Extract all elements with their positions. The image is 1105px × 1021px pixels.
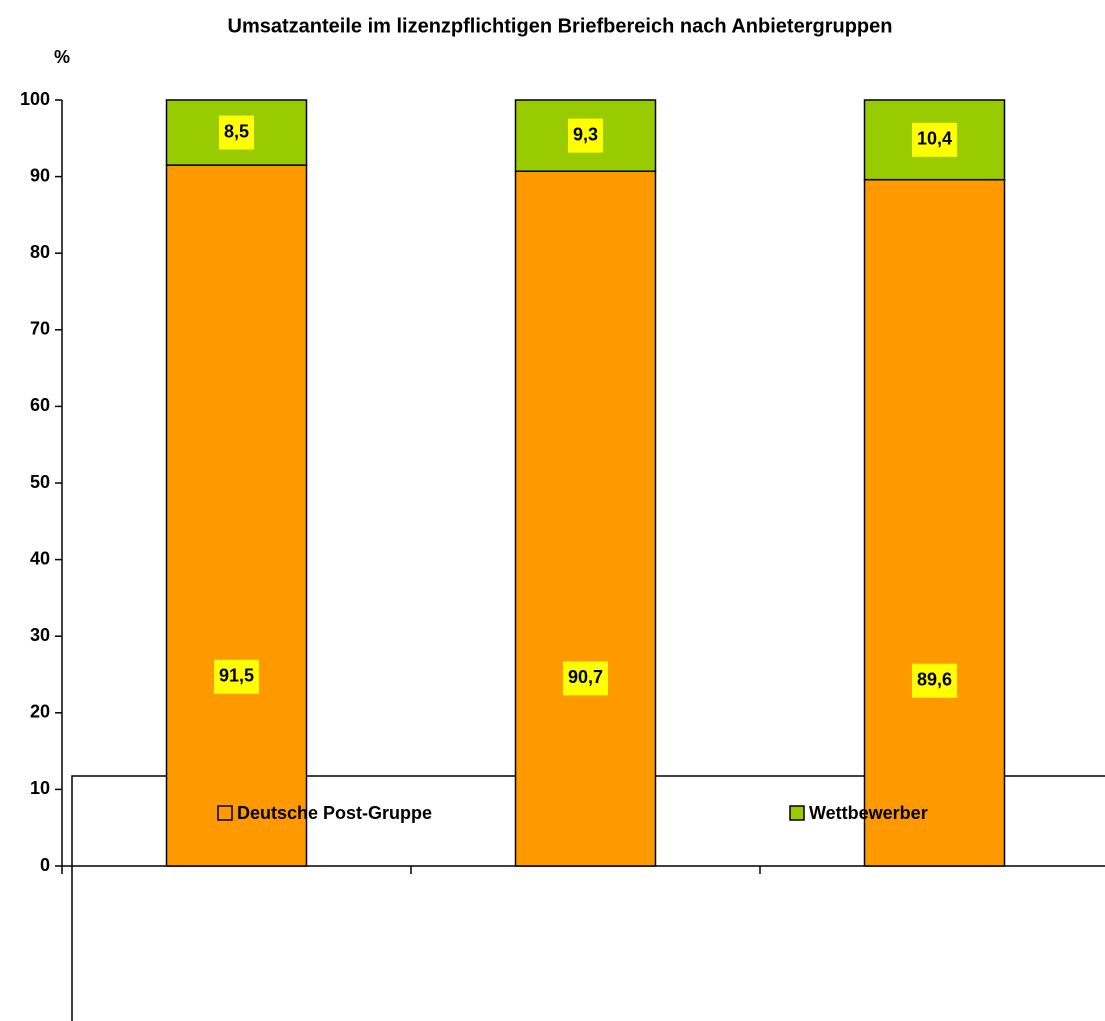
bar-segment <box>863 178 1006 867</box>
value-label: 8,5 <box>224 121 249 141</box>
value-label-bg <box>567 118 604 153</box>
value-label: 9,3 <box>573 124 598 144</box>
y-tick-label: 90 <box>30 165 50 185</box>
legend-label: Wettbewerber <box>809 803 928 823</box>
y-tick-label: 0 <box>40 855 50 875</box>
legend-swatch <box>217 805 233 821</box>
value-label-bg <box>562 661 609 696</box>
value-label-bg <box>218 115 255 150</box>
value-label: 89,6 <box>917 669 952 689</box>
legend-box <box>71 775 1105 1021</box>
y-tick-label: 30 <box>30 625 50 645</box>
y-tick-label: 80 <box>30 242 50 262</box>
y-tick-label: 100 <box>20 89 50 109</box>
y-tick-label: 20 <box>30 702 50 722</box>
y-tick-label: 70 <box>30 319 50 339</box>
value-label: 91,5 <box>219 666 254 686</box>
value-label: 10,4 <box>917 129 952 149</box>
y-tick-label: 10 <box>30 778 50 798</box>
bar-segment <box>514 170 657 867</box>
y-tick-label: 50 <box>30 472 50 492</box>
value-label-bg <box>213 659 260 694</box>
value-label-bg <box>911 122 958 157</box>
legend-label: Deutsche Post-Gruppe <box>237 803 432 823</box>
bar-segment <box>165 164 308 867</box>
y-axis-label: % <box>54 47 70 67</box>
chart-title: Umsatzanteile im lizenzpflichtigen Brief… <box>228 15 893 37</box>
y-tick-label: 60 <box>30 395 50 415</box>
legend-swatch <box>789 805 805 821</box>
y-tick-label: 40 <box>30 548 50 568</box>
value-label: 90,7 <box>568 667 603 687</box>
value-label-bg <box>911 663 958 698</box>
